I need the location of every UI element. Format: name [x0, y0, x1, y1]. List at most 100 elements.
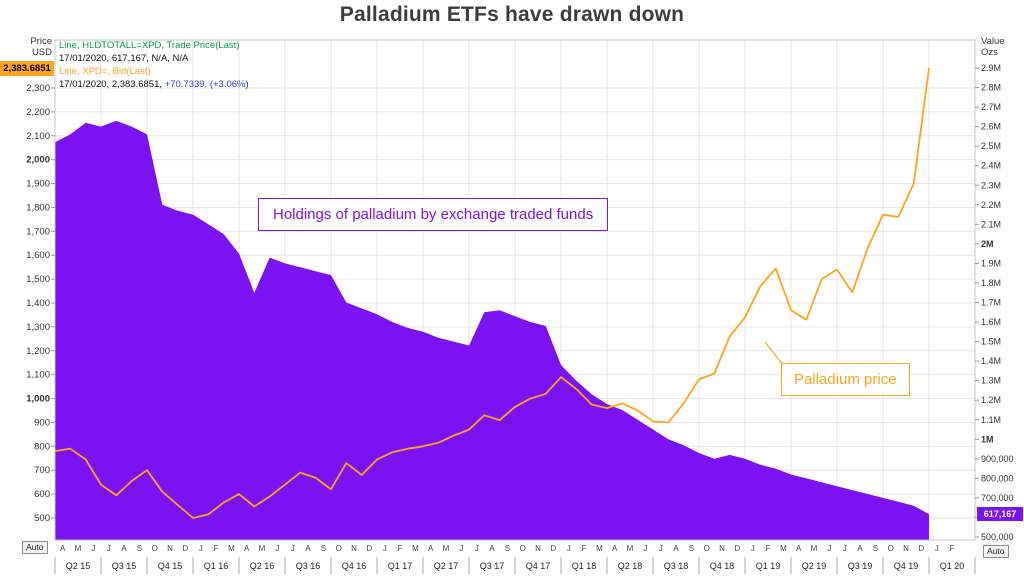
x-axis-month-label: M — [780, 544, 787, 553]
left-axis-tick-label: 600 — [34, 489, 50, 500]
x-axis-month-label: A — [857, 544, 863, 553]
x-axis-month-label: M — [228, 544, 235, 553]
legend-price-series-label: Line, XPD=, Bid(Last) — [59, 66, 151, 77]
right-axis-tick-label: 1.3M — [981, 376, 1001, 386]
x-axis-month-label: J — [827, 544, 831, 553]
x-axis-month-label: F — [766, 544, 771, 553]
x-axis-month-label: D — [367, 544, 373, 553]
x-axis-month-label: O — [520, 544, 526, 553]
x-axis-quarter-label: Q2 19 — [802, 561, 827, 571]
x-axis-month-label: D — [735, 544, 741, 553]
x-axis-month-label: J — [475, 544, 479, 553]
x-axis-month-label: A — [428, 544, 434, 553]
x-axis-month-label: J — [935, 544, 939, 553]
x-axis-month-label: A — [612, 544, 618, 553]
x-axis-month-label: N — [903, 544, 909, 553]
left-axis-tick-label: 1,200 — [26, 346, 50, 357]
x-axis-quarter-label: Q3 17 — [480, 561, 505, 571]
right-axis-tick-label: 1.5M — [981, 337, 1001, 347]
left-axis-tick-label: 2,300 — [26, 83, 50, 94]
left-axis-title-line2: USD — [31, 47, 52, 58]
left-axis-auto-button[interactable]: Auto — [22, 541, 48, 554]
x-axis-quarter-label: Q1 20 — [940, 561, 965, 571]
x-axis-month-label: S — [505, 544, 510, 553]
left-axis-tick-label: 800 — [34, 441, 50, 452]
right-axis-title-line1: Value — [981, 36, 1005, 47]
x-axis-quarter-label: Q2 15 — [66, 561, 91, 571]
left-axis-title: Price USD — [0, 36, 52, 58]
x-axis-month-label: M — [627, 544, 634, 553]
right-axis-tick-label: 1.7M — [981, 298, 1001, 308]
right-axis-auto-button[interactable]: Auto — [983, 545, 1009, 558]
right-axis-tick-label: 800,000 — [981, 473, 1014, 483]
x-axis-month-label: F — [214, 544, 219, 553]
x-axis-month-label: F — [950, 544, 955, 553]
x-axis-quarter-label: Q1 19 — [756, 561, 781, 571]
x-axis-quarter-label: Q1 16 — [204, 561, 229, 571]
right-axis-tick-label: 2.7M — [981, 102, 1001, 112]
x-axis-month-label: D — [551, 544, 557, 553]
x-axis-month-label: M — [811, 544, 818, 553]
x-axis-month-label: S — [689, 544, 694, 553]
x-axis-month-label: J — [459, 544, 463, 553]
plot-border — [54, 39, 976, 541]
left-axis-tick-label: 1,800 — [26, 202, 50, 213]
left-axis-tick-label: 1,700 — [26, 226, 50, 237]
x-axis-quarter-label: Q2 18 — [618, 561, 643, 571]
right-axis-tick-label: 1.6M — [981, 317, 1001, 327]
x-axis-month-label: A — [796, 544, 802, 553]
right-axis-tick-label: 500,000 — [981, 532, 1014, 542]
left-axis-tick-label: 1,400 — [26, 298, 50, 309]
left-axis-tick-label: 2,100 — [26, 131, 50, 142]
left-axis-tick-label: 900 — [34, 417, 50, 428]
x-axis-month-label: S — [873, 544, 878, 553]
x-axis-month-label: M — [443, 544, 450, 553]
x-axis-month-label: J — [751, 544, 755, 553]
left-axis-tick-label: 1,500 — [26, 274, 50, 285]
holdings-annotation[interactable]: Holdings of palladium by exchange traded… — [258, 198, 609, 231]
legend-holdings-series-label: Line, HLDTOTALL=XPD, Trade Price(Last) — [59, 40, 240, 51]
x-axis-month-label: D — [919, 544, 925, 553]
right-axis-title: Value Ozs — [981, 36, 1023, 58]
chart-title: Palladium ETFs have drawn down — [339, 3, 685, 26]
holdings-last-value-badge: 617,167 — [977, 507, 1023, 521]
x-axis-quarter-label: Q4 16 — [342, 561, 367, 571]
left-axis-tick-label: 1,100 — [26, 370, 50, 381]
x-axis-month-label: J — [643, 544, 647, 553]
x-axis-month-label: A — [305, 544, 311, 553]
x-axis-month-label: N — [719, 544, 725, 553]
x-axis-month-label: J — [567, 544, 571, 553]
x-axis-month-label: S — [321, 544, 326, 553]
x-axis-month-label: J — [291, 544, 295, 553]
right-axis-tick-label: 2.1M — [981, 219, 1001, 229]
right-axis-tick-label: 2.6M — [981, 122, 1001, 132]
x-axis-month-label: O — [336, 544, 342, 553]
x-axis-month-label: J — [275, 544, 279, 553]
x-axis-quarter-label: Q3 16 — [296, 561, 321, 571]
x-axis-month-label: S — [137, 544, 142, 553]
left-axis-tick-label: 500 — [34, 513, 50, 524]
x-axis-month-label: A — [244, 544, 250, 553]
price-annotation[interactable]: Palladium price — [781, 363, 910, 396]
right-axis-tick-label: 2.3M — [981, 180, 1001, 190]
x-axis-month-label: J — [843, 544, 847, 553]
x-axis-quarter-label: Q3 15 — [112, 561, 137, 571]
right-axis-tick-label: 2.2M — [981, 200, 1001, 210]
right-axis-tick-label: 700,000 — [981, 493, 1014, 503]
x-axis-month-label: A — [121, 544, 127, 553]
right-axis-tick-label: 1M — [981, 434, 994, 444]
right-axis-tick-label: 2.4M — [981, 161, 1001, 171]
left-axis-title-line1: Price — [30, 36, 52, 47]
x-axis-month-label: J — [107, 544, 111, 553]
x-axis-month-label: J — [91, 544, 95, 553]
legend-price-change: +70.7339, (+3.06%) — [164, 79, 249, 90]
left-axis-tick-label: 1,900 — [26, 179, 50, 190]
x-axis-month-label: O — [152, 544, 158, 553]
x-axis-quarter-label: Q3 19 — [848, 561, 873, 571]
price-last-value-badge: 2,383.6851 — [0, 61, 54, 76]
x-axis-quarter-label: Q4 18 — [710, 561, 735, 571]
price-line-series — [54, 67, 930, 519]
right-axis-tick-label: 1.9M — [981, 258, 1001, 268]
x-axis-quarter-label: Q2 17 — [434, 561, 459, 571]
